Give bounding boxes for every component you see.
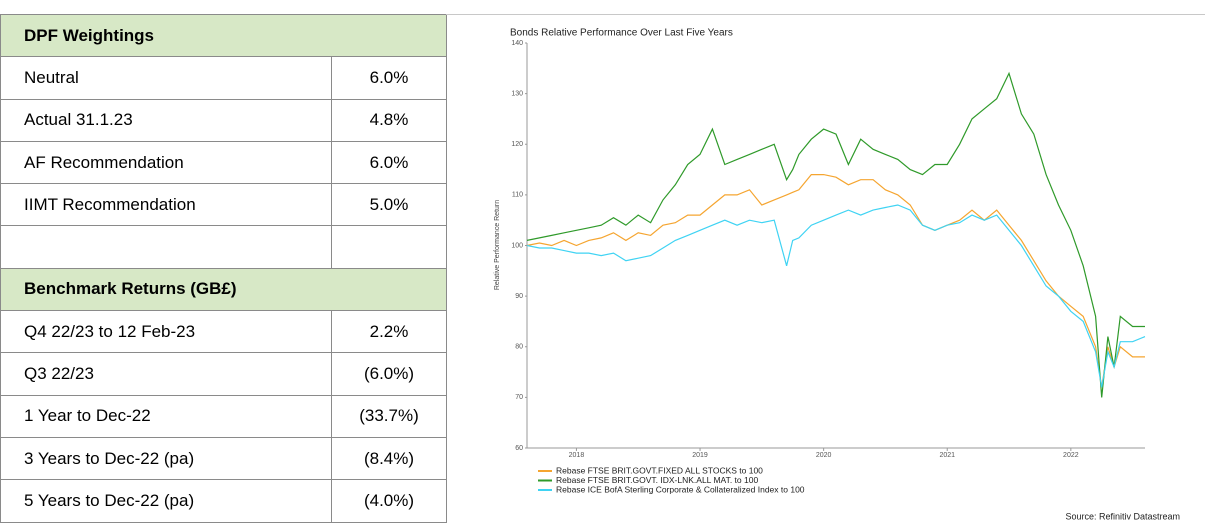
y-axis-label: Relative Performance Return [494,200,501,290]
source-note: Source: Refinitiv Datastream [1065,511,1180,521]
section-title: DPF Weightings [0,13,447,58]
row-value: 6.0% [331,140,447,185]
x-tick-label: 2022 [1063,452,1079,459]
legend-label: Rebase ICE BofA Sterling Corporate & Col… [556,484,805,494]
row-label: 1 Year to Dec-22 [0,394,332,438]
row: 3 Years to Dec-22 (pa) (8.4%) [0,436,447,481]
blank-cell [331,225,447,269]
y-tick-label: 60 [515,445,523,452]
row: Q3 22/23 (6.0%) [0,352,447,396]
row-value: 6.0% [331,56,447,100]
weightings-table: DPF Weightings Neutral 6.0% Actual 31.1.2… [0,13,447,523]
section-title: Benchmark Returns (GB£) [0,267,447,312]
chart: Bonds Relative Performance Over Last Fiv… [446,14,1205,521]
row: AF Recommendation 6.0% [0,140,447,185]
row-value: (6.0%) [331,352,447,396]
row: 5 Years to Dec-22 (pa) (4.0%) [0,479,447,523]
row-value: 5.0% [331,183,447,227]
row: Q4 22/23 to 12 Feb-23 2.2% [0,310,447,354]
y-tick-label: 80 [515,344,523,351]
legend-label: Rebase FTSE BRIT.GOVT. IDX-LNK.ALL MAT. … [556,475,758,485]
row-value: (33.7%) [331,394,447,438]
y-tick-label: 140 [511,40,523,47]
x-tick-label: 2020 [816,452,832,459]
row-value: (8.4%) [331,436,447,481]
row-label: Q3 22/23 [0,352,332,396]
y-tick-label: 70 [515,394,523,401]
row-value: 4.8% [331,98,447,142]
section-header: Benchmark Returns (GB£) [0,267,447,312]
row-label: IIMT Recommendation [0,183,332,227]
x-tick-label: 2021 [939,452,955,459]
row-label: Q4 22/23 to 12 Feb-23 [0,310,332,354]
y-tick-label: 110 [512,192,523,199]
legend-label: Rebase FTSE BRIT.GOVT.FIXED ALL STOCKS t… [556,465,763,475]
row: Neutral 6.0% [0,56,447,100]
x-tick-label: 2019 [692,452,708,459]
blank-cell [0,225,332,269]
y-tick-label: 130 [511,90,523,97]
row: IIMT Recommendation 5.0% [0,183,447,227]
row: 1 Year to Dec-22 (33.7%) [0,394,447,438]
y-tick-label: 100 [511,242,523,249]
row-label: Actual 31.1.23 [0,98,332,142]
chart-title: Bonds Relative Performance Over Last Fiv… [510,28,733,39]
row-value: (4.0%) [331,479,447,523]
row-label: 5 Years to Dec-22 (pa) [0,479,332,523]
y-tick-label: 90 [515,293,523,300]
section-header: DPF Weightings [0,13,447,58]
row-label: AF Recommendation [0,140,332,185]
y-tick-label: 120 [511,141,523,148]
row: Actual 31.1.23 4.8% [0,98,447,142]
x-tick-label: 2018 [569,452,585,459]
row-value: 2.2% [331,310,447,354]
row-label: Neutral [0,56,332,100]
series-line [526,204,1146,388]
row-label: 3 Years to Dec-22 (pa) [0,436,332,481]
series-line [526,174,1145,388]
series-line [526,71,1145,398]
blank-row [0,225,447,269]
